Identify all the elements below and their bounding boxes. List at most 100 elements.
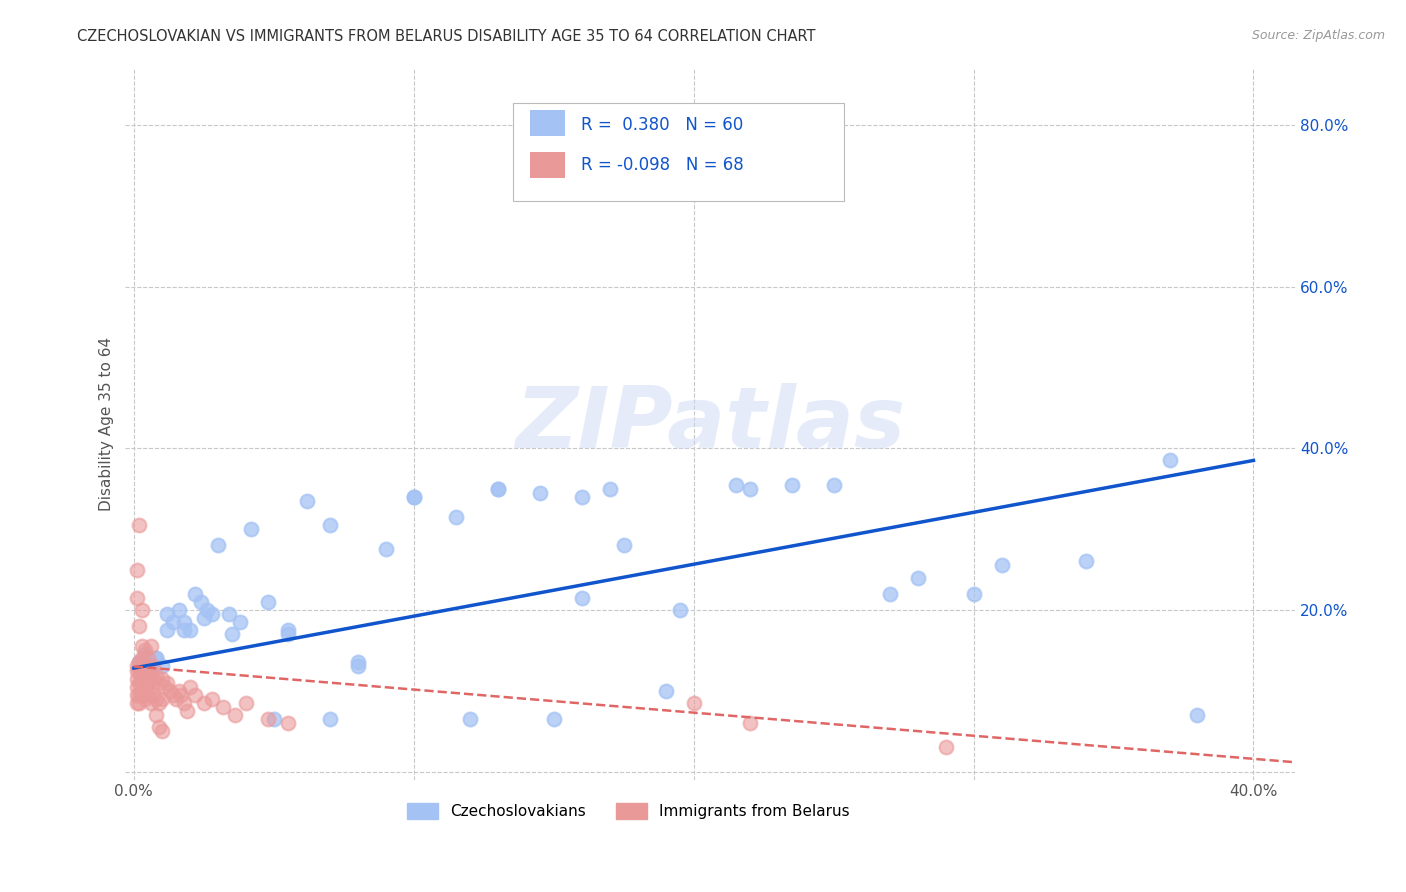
Point: [224, 708, 246, 723]
Point: [131, 664, 153, 678]
Point: [201, 691, 224, 706]
Point: [139, 680, 162, 694]
Point: [145, 708, 167, 723]
Point: [458, 712, 481, 726]
Point: [139, 640, 162, 654]
Point: [156, 607, 179, 621]
Point: [150, 724, 173, 739]
Point: [907, 571, 929, 585]
Point: [125, 591, 148, 605]
Point: [136, 688, 159, 702]
Point: [136, 659, 159, 673]
Point: [571, 591, 593, 605]
Point: [134, 667, 156, 681]
Point: [571, 490, 593, 504]
Point: [879, 587, 901, 601]
Point: [173, 696, 195, 710]
Point: [179, 680, 201, 694]
Point: [125, 672, 148, 686]
Point: [543, 712, 565, 726]
Point: [201, 607, 224, 621]
Point: [935, 740, 957, 755]
Point: [142, 659, 165, 673]
Point: [1074, 554, 1097, 568]
Point: [142, 688, 165, 702]
Point: [207, 538, 229, 552]
Point: [184, 587, 207, 601]
Point: [374, 542, 396, 557]
Y-axis label: Disability Age 35 to 64: Disability Age 35 to 64: [100, 337, 114, 511]
Point: [190, 595, 212, 609]
Point: [145, 651, 167, 665]
Point: [134, 667, 156, 681]
Text: R = -0.098   N = 68: R = -0.098 N = 68: [581, 156, 744, 174]
Point: [229, 615, 252, 629]
Point: [173, 623, 195, 637]
Point: [131, 651, 153, 665]
Point: [221, 627, 243, 641]
Point: [156, 675, 179, 690]
Point: [195, 603, 218, 617]
Point: [167, 603, 190, 617]
Point: [125, 562, 148, 576]
Point: [613, 538, 636, 552]
Point: [150, 691, 173, 706]
Point: [150, 659, 173, 673]
Point: [346, 659, 368, 673]
Point: [193, 696, 215, 710]
Point: [150, 672, 173, 686]
Text: CZECHOSLOVAKIAN VS IMMIGRANTS FROM BELARUS DISABILITY AGE 35 TO 64 CORRELATION C: CZECHOSLOVAKIAN VS IMMIGRANTS FROM BELAR…: [77, 29, 815, 44]
Point: [134, 659, 156, 673]
Point: [402, 490, 425, 504]
Point: [131, 603, 153, 617]
Point: [402, 490, 425, 504]
Point: [134, 680, 156, 694]
Point: [235, 696, 257, 710]
Point: [165, 691, 187, 706]
Point: [136, 675, 159, 690]
Point: [962, 587, 984, 601]
Point: [486, 482, 509, 496]
Point: [1187, 708, 1209, 723]
Point: [145, 651, 167, 665]
Text: ZIPatlas: ZIPatlas: [516, 383, 905, 466]
Point: [218, 607, 240, 621]
Point: [131, 675, 153, 690]
Point: [125, 680, 148, 694]
Point: [148, 720, 170, 734]
Point: [170, 688, 193, 702]
Point: [162, 615, 184, 629]
Point: [128, 675, 150, 690]
Point: [277, 716, 299, 731]
Point: [319, 712, 342, 726]
Text: Source: ZipAtlas.com: Source: ZipAtlas.com: [1251, 29, 1385, 42]
Point: [277, 627, 299, 641]
Point: [654, 683, 676, 698]
Point: [134, 648, 156, 662]
Point: [153, 680, 176, 694]
Point: [156, 623, 179, 637]
Point: [277, 623, 299, 637]
Point: [128, 518, 150, 533]
Point: [134, 643, 156, 657]
Point: [486, 482, 509, 496]
Point: [134, 691, 156, 706]
Point: [159, 683, 181, 698]
Point: [128, 656, 150, 670]
Point: [142, 672, 165, 686]
Point: [529, 485, 551, 500]
Point: [125, 688, 148, 702]
Point: [682, 696, 704, 710]
Point: [1159, 453, 1181, 467]
Point: [145, 667, 167, 681]
Point: [193, 611, 215, 625]
Point: [128, 688, 150, 702]
Point: [212, 699, 235, 714]
Point: [738, 716, 761, 731]
Point: [184, 688, 207, 702]
Point: [128, 664, 150, 678]
Point: [444, 510, 467, 524]
Point: [139, 696, 162, 710]
Point: [148, 696, 170, 710]
Point: [297, 493, 319, 508]
